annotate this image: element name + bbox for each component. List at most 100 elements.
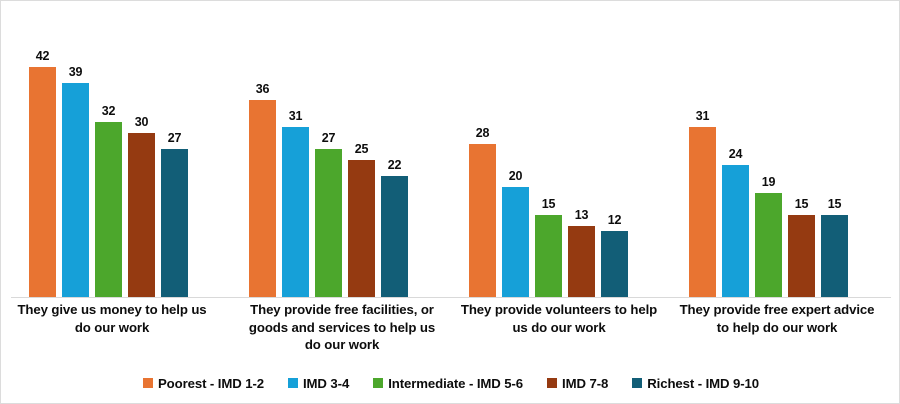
category-label-line: They provide free expert advice <box>679 302 875 317</box>
bar-rect[interactable] <box>568 226 595 297</box>
bar-rect[interactable] <box>689 127 716 297</box>
bar-group-bars: 28 20 15 13 12 <box>469 27 634 297</box>
category-label-line: do our work <box>74 319 150 335</box>
bar-item[interactable]: 24 <box>722 27 749 297</box>
bar-group: 36 31 27 25 22 <box>249 27 414 297</box>
category-label-line: to help do our work <box>716 319 838 335</box>
legend-label: Intermediate - IMD 5-6 <box>388 375 524 391</box>
category-label-line: They provide volunteers to help <box>460 302 658 317</box>
bar-item[interactable]: 20 <box>502 27 529 297</box>
bar-item[interactable]: 32 <box>95 27 122 297</box>
bar-rect[interactable] <box>722 165 749 297</box>
bar-rect[interactable] <box>502 187 529 297</box>
category-axis-labels: They give us money to help us do our work… <box>1 301 899 363</box>
bar-item[interactable]: 15 <box>821 27 848 297</box>
legend-swatch-icon <box>142 378 153 388</box>
bar-rect[interactable] <box>161 149 188 297</box>
legend-item[interactable]: Richest - IMD 9-10 <box>632 376 759 391</box>
bar-item[interactable]: 31 <box>689 27 716 297</box>
bar-rect[interactable] <box>95 122 122 297</box>
bar-group-bars: 42 39 32 30 27 <box>29 27 194 297</box>
bar-group: 28 20 15 13 12 <box>469 27 634 297</box>
bar-item[interactable]: 39 <box>62 27 89 297</box>
bar-item[interactable]: 22 <box>381 27 408 297</box>
bar-item[interactable]: 25 <box>348 27 375 297</box>
legend-label: Richest - IMD 9-10 <box>647 375 760 391</box>
bar-value-label: 25 <box>354 142 369 156</box>
bar-rect[interactable] <box>282 127 309 297</box>
bar-item[interactable]: 19 <box>755 27 782 297</box>
category-label-line: They give us money to help us <box>17 302 207 317</box>
category-label-line: do our work <box>304 337 380 352</box>
legend-swatch-icon <box>287 378 298 388</box>
bar-value-label: 12 <box>607 213 622 227</box>
legend-label: IMD 7-8 <box>562 375 609 391</box>
category-label: They give us money to help us do our work <box>7 301 217 336</box>
legend-item[interactable]: Poorest - IMD 1-2 <box>142 375 264 391</box>
bar-item[interactable]: 30 <box>128 27 155 297</box>
legend-swatch-icon <box>373 378 384 388</box>
chart-legend: Poorest - IMD 1-2 IMD 3-4 Intermediate - I… <box>1 372 899 394</box>
bar-value-label: 30 <box>134 115 149 129</box>
legend-item[interactable]: IMD 7-8 <box>547 376 608 391</box>
category-label: They provide free expert advice to help d… <box>669 301 885 336</box>
category-label: They provide volunteers to help us do our… <box>453 301 665 336</box>
bar-value-label: 15 <box>541 197 556 211</box>
bar-item[interactable]: 15 <box>535 27 562 297</box>
bar-item[interactable]: 15 <box>788 27 815 297</box>
bar-rect[interactable] <box>315 149 342 297</box>
bar-item[interactable]: 28 <box>469 27 496 297</box>
bar-item[interactable]: 27 <box>161 27 188 297</box>
legend-label: IMD 3-4 <box>302 375 350 391</box>
bar-value-label: 31 <box>288 109 303 123</box>
bar-rect[interactable] <box>755 193 782 297</box>
legend-label: Poorest - IMD 1-2 <box>157 375 264 391</box>
bar-rect[interactable] <box>62 83 89 297</box>
category-label-line: goods and services to help us <box>248 319 436 335</box>
bar-value-label: 42 <box>35 49 50 63</box>
bar-rect[interactable] <box>821 215 848 297</box>
category-label: They provide free facilities, or goods an… <box>237 301 447 354</box>
bar-item[interactable]: 12 <box>601 27 628 297</box>
bar-value-label: 27 <box>167 131 182 145</box>
category-label-line: us do our work <box>512 319 606 335</box>
bar-group: 31 24 19 15 15 <box>689 27 854 297</box>
bar-rect[interactable] <box>601 231 628 297</box>
bar-item[interactable]: 27 <box>315 27 342 297</box>
bar-item[interactable]: 31 <box>282 27 309 297</box>
bar-value-label: 27 <box>321 131 336 145</box>
bar-value-label: 15 <box>794 197 809 211</box>
bar-rect[interactable] <box>469 144 496 297</box>
bar-value-label: 28 <box>475 126 490 140</box>
bar-value-label: 24 <box>728 147 743 161</box>
bar-value-label: 36 <box>255 82 270 96</box>
legend-item[interactable]: Intermediate - IMD 5-6 <box>373 376 523 391</box>
bar-value-label: 31 <box>695 109 710 123</box>
bar-rect[interactable] <box>535 215 562 297</box>
bar-group-bars: 36 31 27 25 22 <box>249 27 414 297</box>
bar-group: 42 39 32 30 27 <box>29 27 194 297</box>
bar-item[interactable]: 36 <box>249 27 276 297</box>
bar-value-label: 22 <box>387 158 402 172</box>
bar-value-label: 13 <box>574 208 589 222</box>
bar-rect[interactable] <box>381 176 408 297</box>
bar-value-label: 20 <box>508 169 523 183</box>
legend-item[interactable]: IMD 3-4 <box>287 375 350 391</box>
bar-value-label: 19 <box>761 175 776 189</box>
bar-rect[interactable] <box>348 160 375 297</box>
bar-rect[interactable] <box>128 133 155 297</box>
bar-item[interactable]: 42 <box>29 27 56 297</box>
bar-group-bars: 31 24 19 15 15 <box>689 27 854 297</box>
legend-swatch-icon <box>632 378 643 388</box>
bar-rect[interactable] <box>788 215 815 297</box>
legend-swatch-icon <box>547 378 558 388</box>
bar-value-label: 39 <box>68 65 83 79</box>
bar-value-label: 15 <box>827 197 842 211</box>
category-axis-line <box>11 297 891 298</box>
bar-rect[interactable] <box>249 100 276 297</box>
bar-value-label: 32 <box>101 104 116 118</box>
bar-rect[interactable] <box>29 67 56 297</box>
bar-item[interactable]: 13 <box>568 27 595 297</box>
plot-area: 42 39 32 30 27 36 31 27 25 22 28 20 15 13 12 31 24 19 15 15 <box>1 1 899 298</box>
